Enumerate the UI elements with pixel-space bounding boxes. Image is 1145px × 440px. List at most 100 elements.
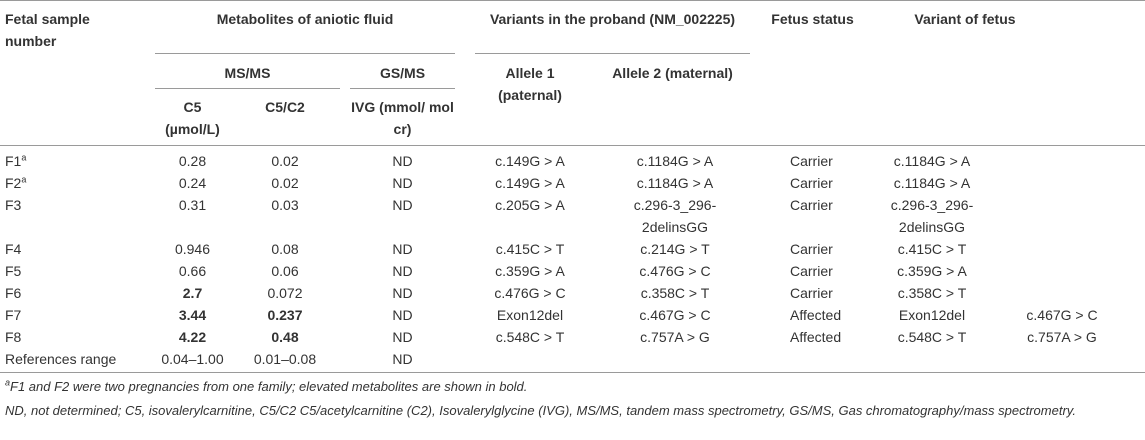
cell-text: c.149G > A	[495, 153, 565, 169]
cell-text: c.757A > G	[640, 329, 710, 345]
table-cell: c.415C > T	[882, 238, 982, 260]
cell-text: 0.04–1.00	[161, 351, 224, 367]
table-cell: c.149G > A	[472, 172, 588, 194]
cell-text: Exon12del	[496, 307, 564, 323]
table-cell: Carrier	[790, 238, 870, 260]
table-cell: c.214G > T	[625, 238, 725, 260]
header-cell: C5/C2	[265, 99, 305, 115]
cell-text: c.757A > G	[1027, 329, 1097, 345]
table-cell: F2a	[5, 172, 155, 194]
cell-text: 0.072	[267, 285, 303, 301]
table-cell: 2.7	[155, 282, 230, 304]
cell-text: Carrier	[790, 197, 833, 213]
table-cell: 0.237	[245, 304, 325, 326]
cell-text: 4.22	[178, 329, 207, 345]
cell-text: ND	[392, 329, 413, 345]
cell-text: c.359G > A	[495, 263, 565, 279]
cell-text: Carrier	[790, 175, 833, 191]
cell-text: Carrier	[790, 285, 833, 301]
table-cell: c.358C > T	[882, 282, 982, 304]
rule	[0, 372, 1145, 373]
footnote-marker: a	[21, 152, 27, 163]
table-cell: c.415C > T	[472, 238, 588, 260]
table-cell: c.467G > C	[1012, 304, 1112, 326]
table-cell: c.359G > A	[882, 260, 982, 282]
header-cell: IVG (mmol/ mol cr)	[351, 99, 454, 137]
cell-text: c.415C > T	[897, 241, 967, 257]
footnote-text: ND, not determined; C5, isovalerylcarnit…	[5, 403, 1076, 418]
footnote-marker: a	[5, 377, 11, 388]
cell-text: c.476G > C	[494, 285, 566, 301]
table-cell: Carrier	[790, 282, 870, 304]
table-cell: c.476G > C	[472, 282, 588, 304]
table-cell: ND	[350, 304, 455, 326]
cell-text: 0.28	[178, 153, 207, 169]
table-cell: Carrier	[790, 260, 870, 282]
table-cell: c.149G > A	[472, 150, 588, 172]
rule	[155, 88, 340, 89]
table-cell: 0.04–1.00	[155, 348, 230, 370]
cell-text: ND	[392, 351, 413, 367]
cell-text: ND	[392, 153, 413, 169]
table-cell: F3	[5, 194, 155, 216]
table-cell: 0.24	[155, 172, 230, 194]
header-cell: Fetal sample number	[5, 11, 90, 49]
table-cell: 0.072	[245, 282, 325, 304]
cell-text: 0.08	[271, 241, 299, 257]
cell-text: c.296-3_296-2delinsGG	[633, 197, 717, 235]
cell-text: F4	[5, 241, 22, 257]
cell-text: Carrier	[790, 263, 833, 279]
footnote-text: F1 and F2 were two pregnancies from one …	[10, 379, 528, 394]
cell-text: c.359G > A	[897, 263, 967, 279]
table-cell: ND	[350, 194, 455, 216]
footnote-marker: a	[21, 174, 27, 185]
table-cell: c.757A > G	[1012, 326, 1112, 348]
table-cell: F4	[5, 238, 155, 260]
cell-text: References range	[5, 351, 117, 367]
table-cell: ND	[350, 348, 455, 370]
table-cell: 0.48	[245, 326, 325, 348]
cell-text: ND	[392, 285, 413, 301]
cell-text: 0.24	[178, 175, 207, 191]
footnote: aF1 and F2 were two pregnancies from one…	[5, 376, 1135, 398]
cell-text: Affected	[790, 307, 842, 323]
table-cell: c.548C > T	[472, 326, 588, 348]
cell-text: Carrier	[790, 153, 833, 169]
cell-text: 3.44	[178, 307, 207, 323]
cell-text: 0.03	[271, 197, 299, 213]
cell-text: Affected	[790, 329, 842, 345]
table-cell: References range	[5, 348, 155, 370]
table-cell: ND	[350, 172, 455, 194]
cell-text: c.1184G > A	[893, 153, 971, 169]
table-cell: c.359G > A	[472, 260, 588, 282]
cell-text: c.548C > T	[495, 329, 565, 345]
table-cell: 0.28	[155, 150, 230, 172]
table-cell: Carrier	[790, 150, 870, 172]
table-cell: F1a	[5, 150, 155, 172]
table-cell: ND	[350, 260, 455, 282]
table-cell: Exon12del	[882, 304, 982, 326]
table-cell: 4.22	[155, 326, 230, 348]
header-cell: Variants in the proband (NM_002225)	[489, 11, 736, 27]
cell-text: c.1184G > A	[893, 175, 971, 191]
table-cell: c.757A > G	[625, 326, 725, 348]
cell-text: 0.48	[271, 329, 299, 345]
table-cell: c.296-3_296-2delinsGG	[882, 194, 982, 238]
cell-text: F2	[5, 175, 22, 191]
table-cell: c.467G > C	[625, 304, 725, 326]
table-cell: ND	[350, 238, 455, 260]
rule	[350, 88, 455, 89]
header-cell: GS/MS	[379, 65, 426, 81]
table-cell: Exon12del	[472, 304, 588, 326]
cell-text: c.548C > T	[897, 329, 967, 345]
header-cell: Allele 2 (maternal)	[612, 65, 733, 81]
table-cell: F8	[5, 326, 155, 348]
header-cell: MS/MS	[224, 65, 271, 81]
table-cell: 0.06	[245, 260, 325, 282]
cell-text: F7	[5, 307, 22, 323]
table-cell: c.1184G > A	[625, 150, 725, 172]
cell-text: c.358C > T	[640, 285, 710, 301]
table-cell: Affected	[790, 304, 870, 326]
cell-text: c.296-3_296-2delinsGG	[890, 197, 974, 235]
cell-text: c.467G > C	[639, 307, 711, 323]
